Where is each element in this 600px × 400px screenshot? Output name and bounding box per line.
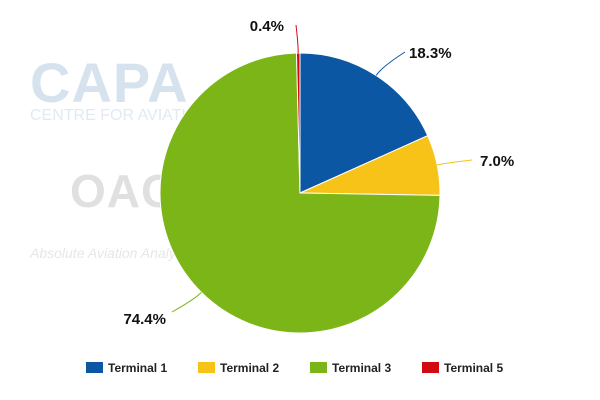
oag-tagline: Absolute Aviation Analytics <box>29 245 197 261</box>
data-label-terminal-2: 7.0% <box>480 153 514 170</box>
legend-label-terminal-1: Terminal 1 <box>108 361 167 375</box>
legend-swatch-terminal-5 <box>422 362 439 373</box>
legend-swatch-terminal-1 <box>86 362 103 373</box>
slice-terminal-5 <box>295 52 301 194</box>
leader-line-terminal-3 <box>171 292 202 313</box>
legend: Terminal 1 Terminal 2 Terminal 3 Terminal 5 <box>86 361 503 375</box>
data-label-terminal-3: 74.4% <box>123 311 166 328</box>
legend-swatch-terminal-2 <box>198 362 215 373</box>
legend-label-terminal-2: Terminal 2 <box>220 361 279 375</box>
legend-label-terminal-5: Terminal 5 <box>444 361 503 375</box>
leader-lines <box>171 24 473 313</box>
leader-line-terminal-1 <box>375 51 406 76</box>
leader-line-terminal-2 <box>436 159 473 166</box>
capa-tagline: CENTRE FOR AVIATION <box>30 107 210 124</box>
legend-swatch-terminal-3 <box>310 362 327 373</box>
pie-slices <box>159 52 441 334</box>
watermark: CAPA CENTRE FOR AVIATION OAG Absolute Av… <box>29 51 210 261</box>
data-label-terminal-1: 18.3% <box>409 45 452 62</box>
data-label-terminal-5: 0.4% <box>250 18 284 35</box>
oag-logo: OAG <box>70 165 178 217</box>
slice-terminal-1 <box>299 52 429 194</box>
capa-logo: CAPA <box>30 51 189 114</box>
leader-line-terminal-5 <box>295 24 299 54</box>
slice-labels: 18.3% 7.0% 74.4% 0.4% <box>123 18 514 328</box>
legend-label-terminal-3: Terminal 3 <box>332 361 391 375</box>
